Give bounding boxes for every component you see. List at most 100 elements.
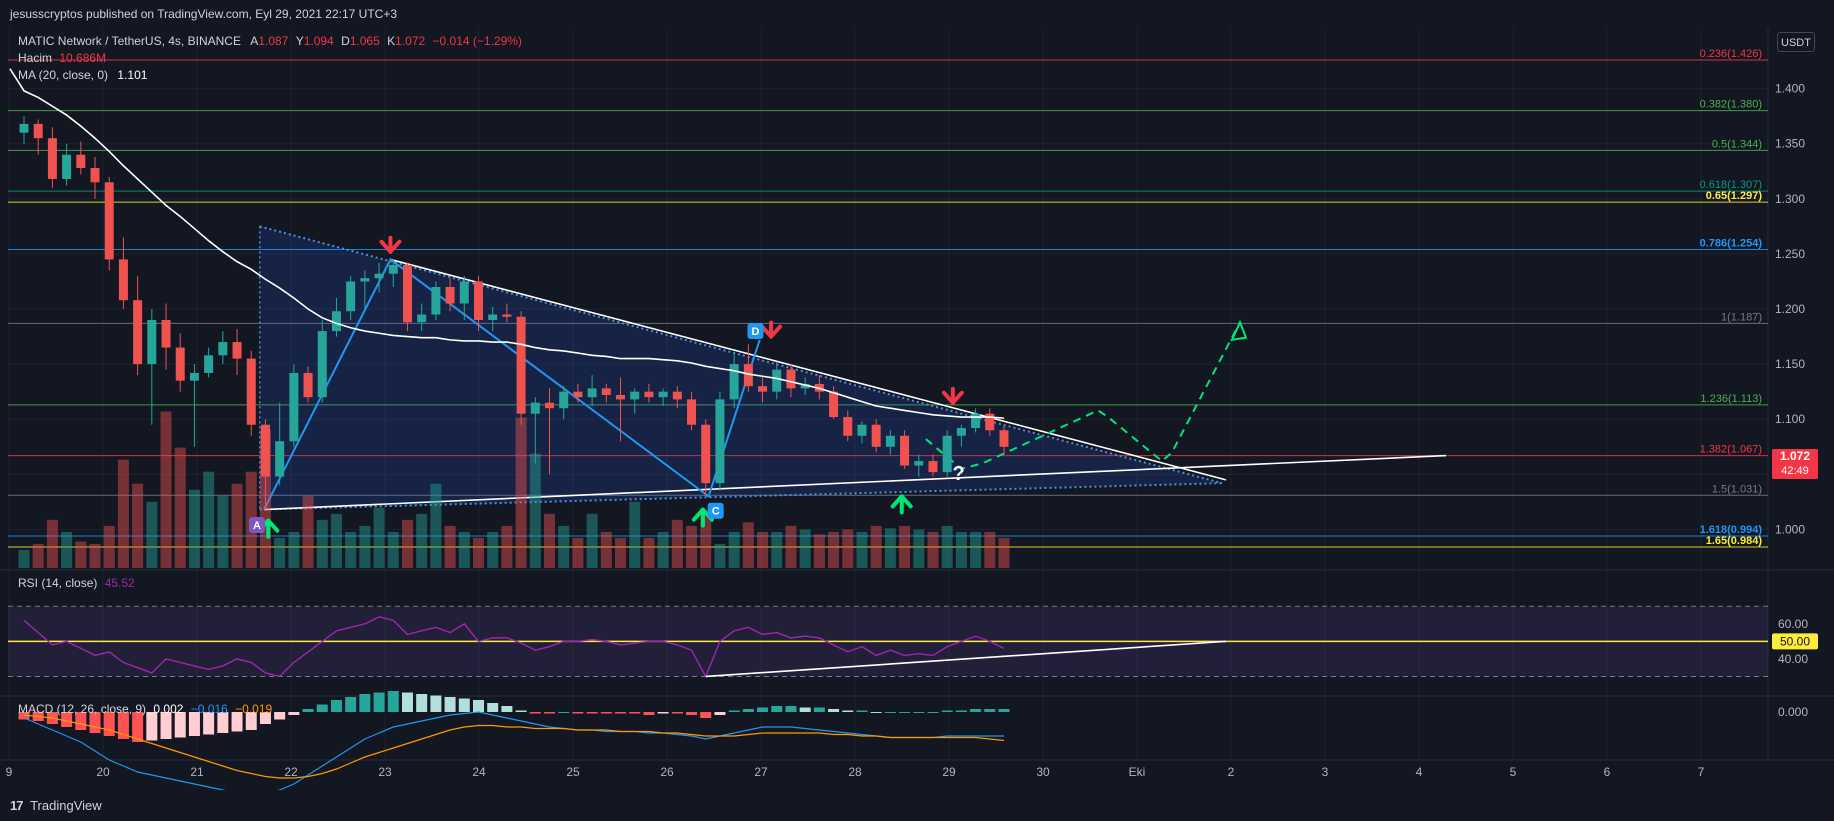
macd-hist-bar <box>629 712 641 714</box>
macd-hist-bar <box>998 709 1010 712</box>
candle-body <box>275 441 285 477</box>
macd-hist-bar <box>785 706 797 712</box>
x-tick-label: 3 <box>1322 765 1329 779</box>
candle-body <box>459 281 469 304</box>
macd-hist-bar <box>359 694 371 712</box>
candle-body <box>715 399 725 484</box>
volume-bar <box>998 537 1010 568</box>
volume-bar <box>89 543 101 568</box>
x-tick-label: 6 <box>1604 765 1611 779</box>
candle-body <box>999 430 1009 447</box>
macd-hist-bar <box>330 700 342 712</box>
low-value: 1.065 <box>349 34 380 48</box>
volume-bar <box>615 537 627 568</box>
open-label: A <box>250 34 259 48</box>
tradingview-logo-icon: 17 <box>10 798 24 813</box>
candle-body <box>985 413 995 431</box>
volume-bar <box>984 531 996 568</box>
ma-legend: MA (20, close, 0) 1.101 <box>18 68 147 82</box>
pattern-label-box <box>747 323 764 340</box>
y-tick-label: 1.150 <box>1775 357 1805 371</box>
pattern-label-a: A <box>248 517 265 534</box>
macd-value-1: 0.002 <box>153 702 184 716</box>
volume-bar <box>458 531 470 568</box>
candle-body <box>417 314 427 323</box>
volume-bar <box>32 543 44 568</box>
x-tick-label: 2 <box>1228 765 1235 779</box>
x-tick-label: 9 <box>6 765 13 779</box>
macd-hist-bar <box>416 694 428 712</box>
x-tick-label: 30 <box>1036 765 1050 779</box>
macd-hist-bar <box>103 712 115 736</box>
drawings <box>259 225 1447 511</box>
x-tick-label: 7 <box>1698 765 1705 779</box>
macd-hist-bar <box>870 712 882 713</box>
abcd-pattern-line <box>263 257 761 511</box>
macd-hist-bar <box>245 712 257 730</box>
rsi-50-tag: 50.00 <box>1772 633 1818 650</box>
volume-bar <box>686 525 698 568</box>
rsi-trendline <box>705 640 1227 678</box>
volume-bar <box>160 411 172 568</box>
y-tick-label: 1.000 <box>1775 522 1805 536</box>
candle-body <box>488 314 498 321</box>
arrow-bottom-3 <box>890 494 913 515</box>
volume-bar <box>856 531 868 568</box>
volume-bar <box>188 489 200 568</box>
candle-body <box>218 342 228 356</box>
x-tick-label: 27 <box>754 765 768 779</box>
macd-hist-bar <box>117 712 129 739</box>
x-tick-label: 29 <box>942 765 956 779</box>
y-tick-label: 1.100 <box>1775 412 1805 426</box>
currency-button[interactable]: USDT <box>1777 32 1815 52</box>
candle-body <box>431 286 441 315</box>
volume-bar <box>629 501 641 568</box>
ma-line-path <box>9 68 1005 419</box>
macd-hist-bar <box>160 712 172 739</box>
rsi-label: RSI (14, close) <box>18 576 98 590</box>
volume-bar <box>316 519 328 568</box>
candle-body <box>388 264 398 274</box>
arrow-top-1 <box>379 235 402 254</box>
rsi-50-tag-box <box>1772 633 1818 650</box>
fib-label: 1(1.187) <box>1721 311 1762 323</box>
candle-body <box>175 347 185 381</box>
candle-body <box>147 320 157 365</box>
volume-bar <box>572 537 584 568</box>
x-tick-label: 4 <box>1416 765 1423 779</box>
triangle-area <box>259 226 1222 510</box>
macd-hist-bar <box>586 712 598 714</box>
fib-label: 1.236(1.113) <box>1700 393 1762 405</box>
volume-value: 10.686M <box>59 51 107 65</box>
macd-hist-bar <box>742 709 754 712</box>
x-tick-label: 20 <box>96 765 110 779</box>
candle-body <box>189 372 199 381</box>
volume-bar <box>345 531 357 568</box>
candle-body <box>743 364 753 387</box>
chart-canvas[interactable]: 0.236(1.426) 0.382(1.380) 0.5(1.344) 0.618(… <box>0 0 1834 790</box>
question-mark: ? <box>952 463 964 485</box>
brand-name[interactable]: TradingView <box>30 798 102 813</box>
volume-bar <box>146 501 158 568</box>
fib-label: 1.65(0.984) <box>1706 535 1763 547</box>
candle-body <box>956 428 966 436</box>
arrow-top-3 <box>941 386 964 405</box>
candles <box>19 116 1009 508</box>
rsi-value: 45.52 <box>104 576 135 590</box>
fib-label: 0.382(1.380) <box>1700 99 1762 111</box>
macd-hist-bar <box>174 712 186 738</box>
macd-hist-bar <box>302 709 314 712</box>
candle-body <box>942 435 952 473</box>
descending-trendline <box>390 258 1227 481</box>
volume-bar <box>728 531 740 568</box>
triangle-top-dotted <box>259 225 1223 485</box>
macd-hist-bar <box>714 712 726 715</box>
candle-body <box>687 399 697 425</box>
macd-hist-bar <box>231 712 243 732</box>
y-tick-label: 1.200 <box>1775 302 1805 316</box>
candle-body <box>516 316 526 414</box>
volume-bar <box>103 525 115 568</box>
candle-body <box>658 391 668 398</box>
volume-bar <box>75 541 87 568</box>
macd-hist-bar <box>984 709 996 712</box>
